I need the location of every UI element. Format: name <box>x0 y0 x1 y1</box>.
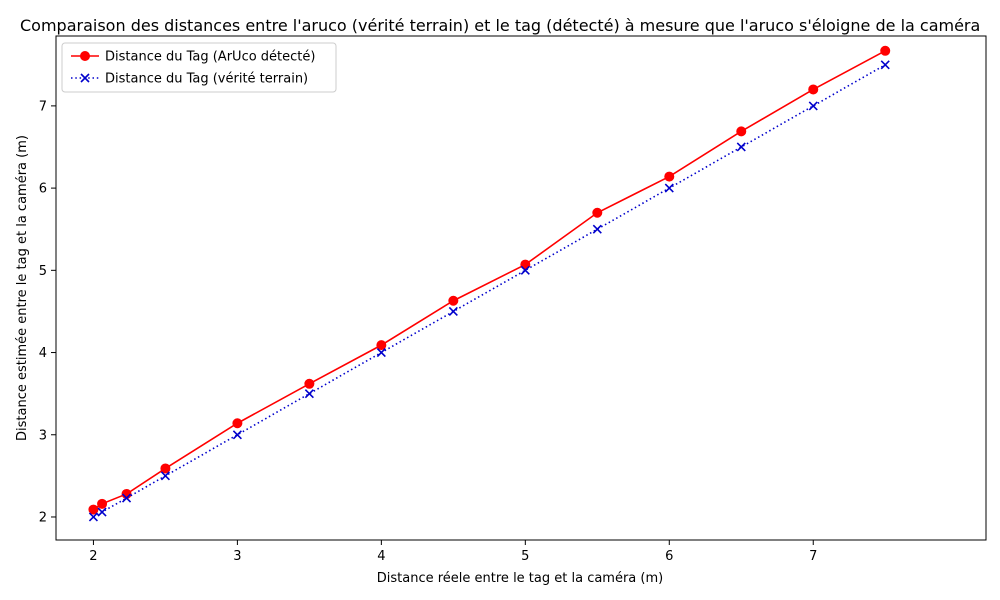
x-tick-label: 3 <box>233 549 241 564</box>
data-point <box>448 306 458 316</box>
data-point <box>736 126 747 137</box>
y-tick-label: 7 <box>39 99 47 114</box>
series-line <box>92 50 886 511</box>
data-point <box>808 101 818 111</box>
data-point <box>592 224 602 234</box>
series-line <box>93 64 886 518</box>
data-point <box>88 512 98 522</box>
x-tick-label: 7 <box>809 549 817 564</box>
legend-label: Distance du Tag (vérité terrain) <box>105 72 308 87</box>
series-layer <box>88 45 891 522</box>
data-point <box>592 207 603 218</box>
chart-title: Comparaison des distances entre l'aruco … <box>20 16 980 35</box>
data-point <box>232 418 243 429</box>
legend-marker <box>80 51 90 61</box>
y-tick-label: 6 <box>39 182 47 197</box>
x-tick-label: 4 <box>377 549 385 564</box>
x-tick-label: 2 <box>89 549 97 564</box>
legend: Distance du Tag (ArUco détecté) Distance … <box>61 42 337 93</box>
legend-marker <box>80 73 90 83</box>
data-point <box>88 504 99 515</box>
data-point <box>160 463 171 474</box>
plot-area <box>55 35 987 541</box>
data-point <box>664 183 674 193</box>
x-tick-label: 6 <box>665 549 673 564</box>
y-axis-ticks: 2 3 4 5 6 7 <box>39 99 56 525</box>
data-point <box>376 340 387 351</box>
x-axis-ticks: 2 3 4 5 6 7 <box>89 540 817 564</box>
y-axis-label: Distance estimée entre le tag et la camé… <box>15 135 30 441</box>
data-point <box>808 84 819 95</box>
data-point <box>232 430 242 440</box>
series-2 <box>88 60 890 522</box>
data-point <box>304 389 314 399</box>
data-point <box>880 45 891 56</box>
data-point <box>97 498 108 509</box>
x-tick-label: 5 <box>521 549 529 564</box>
x-axis-label: Distance réele entre le tag et la caméra… <box>377 571 663 586</box>
legend-label: Distance du Tag (ArUco détecté) <box>105 50 315 65</box>
data-point <box>304 378 315 389</box>
y-tick-label: 2 <box>39 510 47 525</box>
data-point <box>160 471 170 481</box>
data-point <box>520 265 530 275</box>
data-point <box>664 171 675 182</box>
data-point <box>121 493 132 503</box>
data-point <box>880 60 890 70</box>
y-tick-label: 4 <box>39 346 47 361</box>
y-tick-label: 3 <box>39 428 47 443</box>
series-1 <box>88 45 891 515</box>
data-point <box>97 507 107 517</box>
data-point <box>520 259 531 270</box>
data-point <box>448 295 459 306</box>
legend-box <box>61 42 337 93</box>
data-point <box>376 347 386 358</box>
y-tick-label: 5 <box>39 264 47 279</box>
data-point <box>736 142 746 152</box>
